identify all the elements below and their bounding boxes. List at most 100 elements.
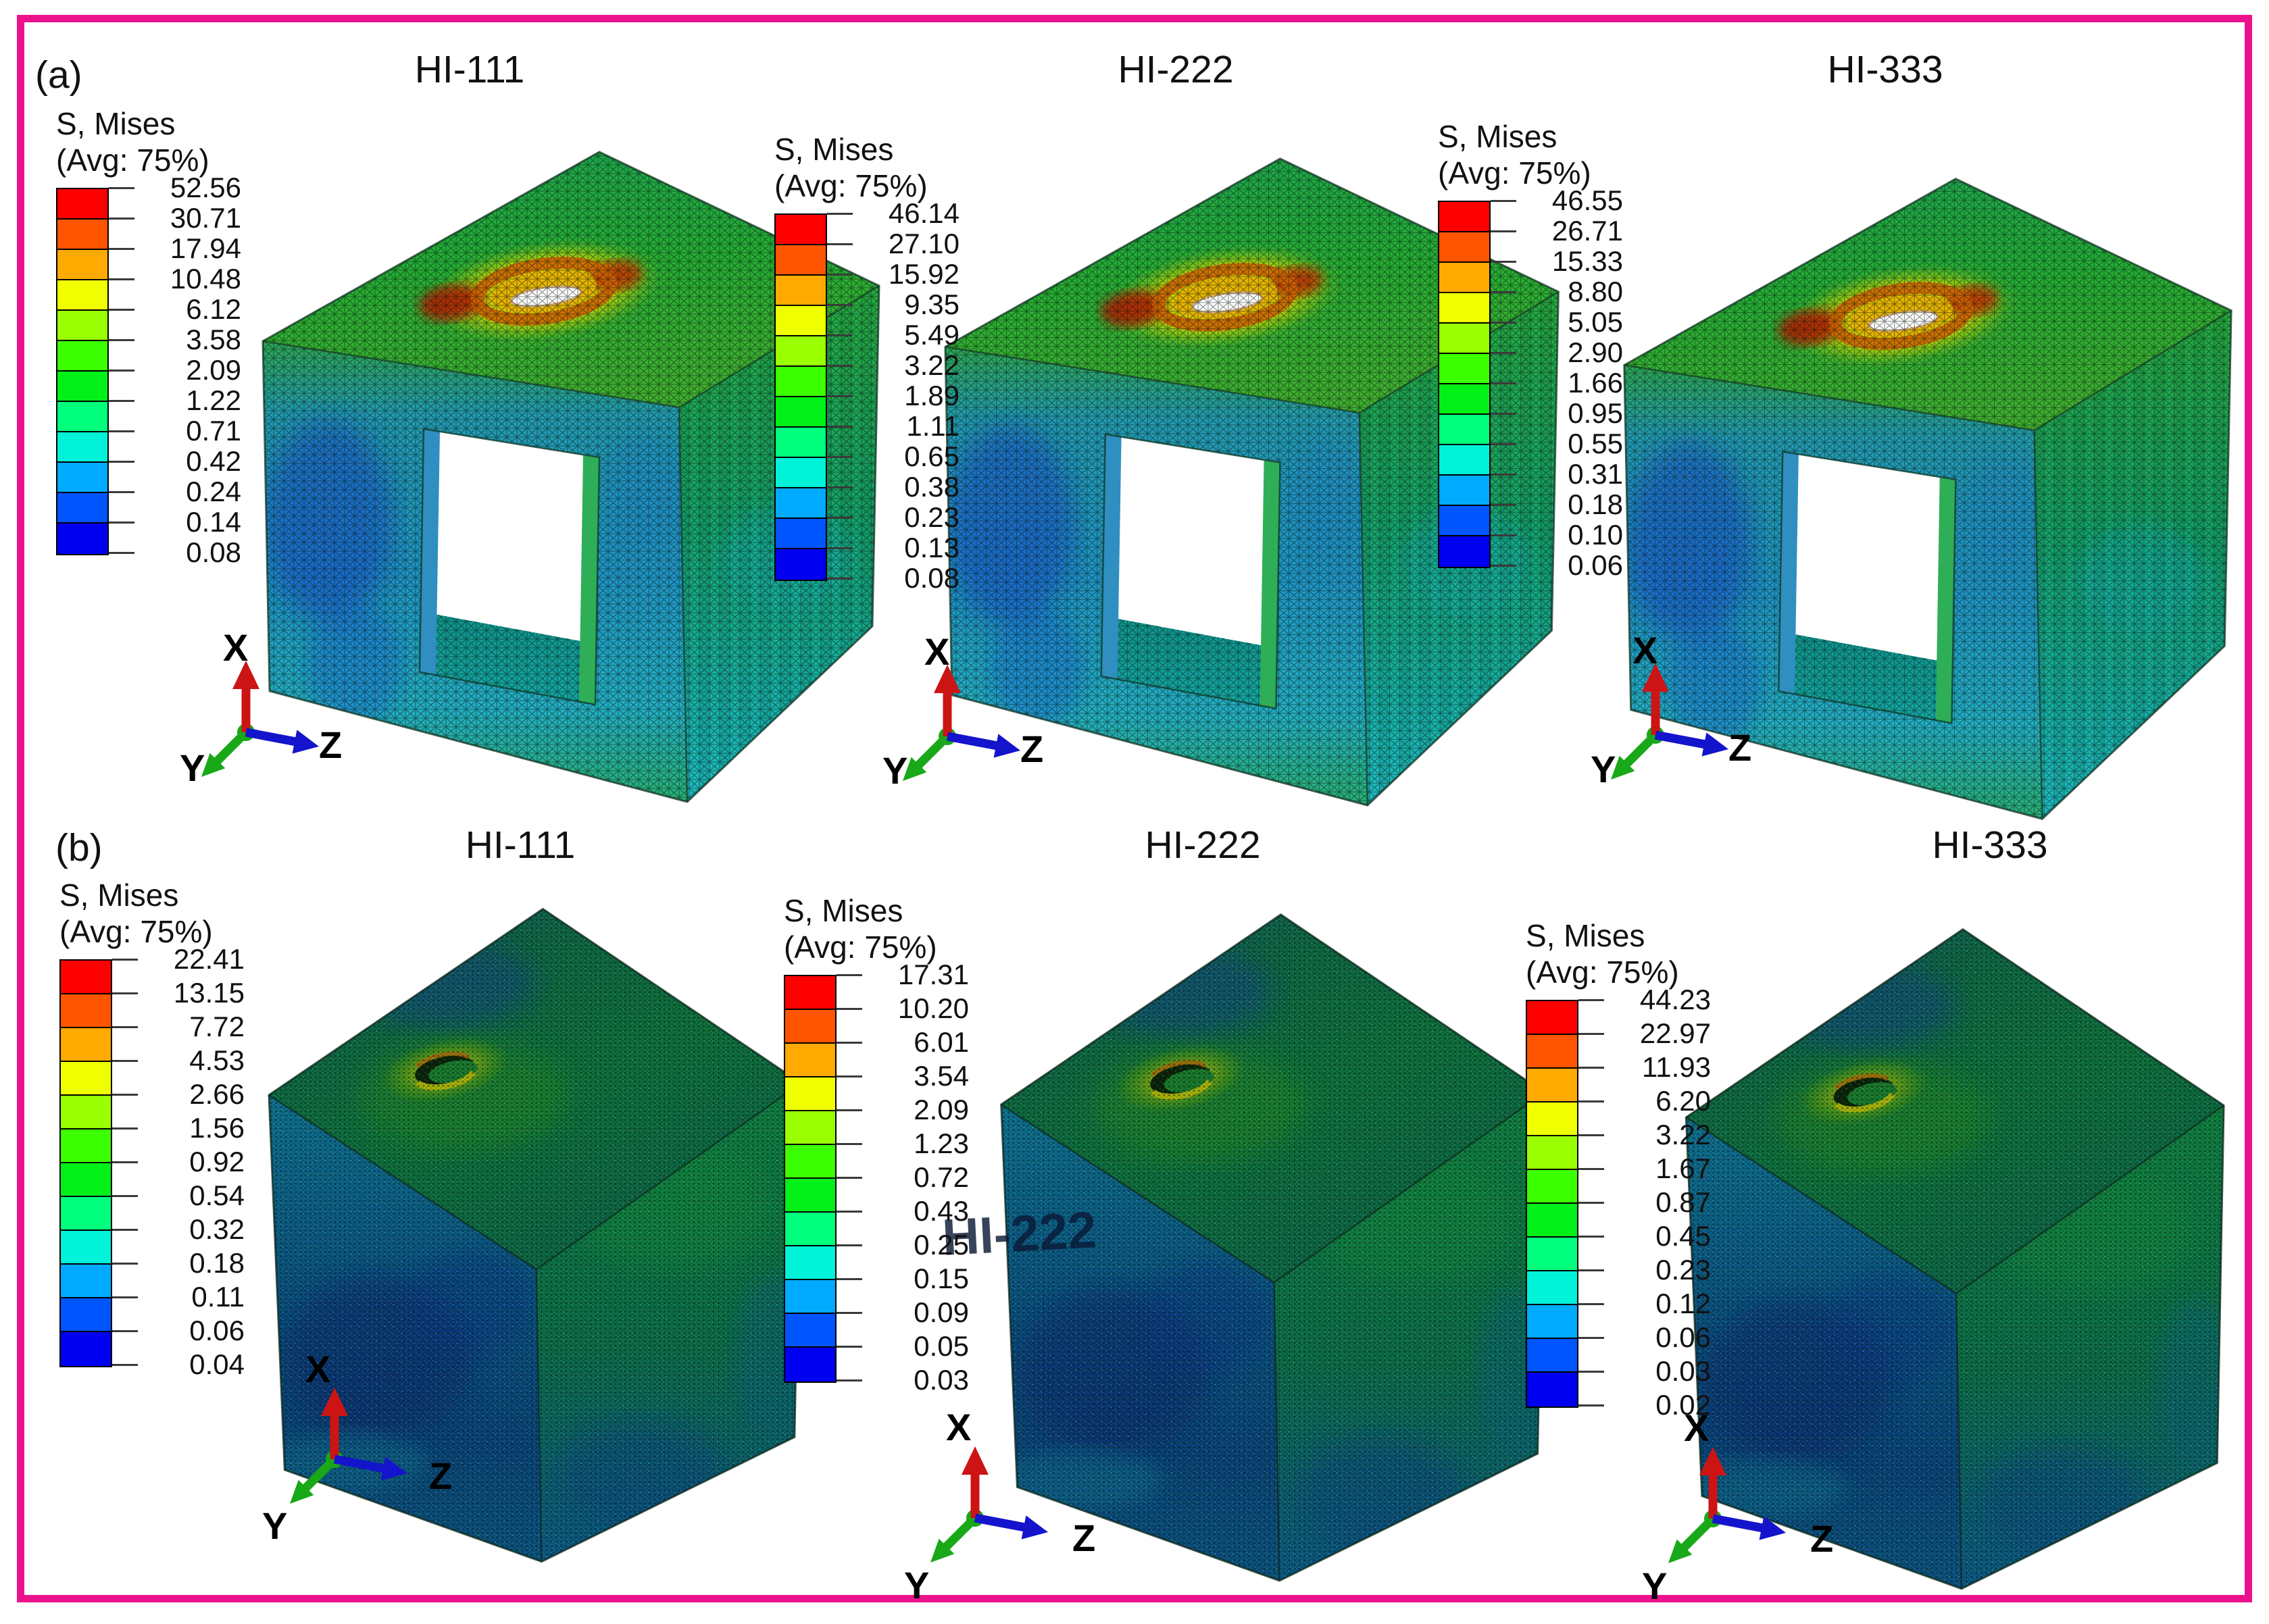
legend-value-row: 1.22 bbox=[109, 386, 241, 415]
panel-b-label: (b) bbox=[55, 826, 103, 869]
model-title-b3: HI-333 bbox=[1932, 823, 2048, 867]
legend-value-row: 52.56 bbox=[109, 174, 241, 202]
legend-tick bbox=[827, 486, 853, 488]
legend-value-row: 0.14 bbox=[109, 508, 241, 536]
colorbar-band bbox=[61, 1062, 111, 1096]
legend-value-row: 0.24 bbox=[109, 478, 241, 506]
legend-field-label: S, Mises (Avg: 75%) bbox=[1438, 119, 1591, 191]
axis-triad-a1: X Z Y bbox=[180, 626, 342, 789]
colorbar-band bbox=[57, 493, 107, 524]
colorbar-band bbox=[1439, 354, 1489, 384]
legend-value-row: 0.15 bbox=[837, 1265, 969, 1293]
legend-value-row: 26.71 bbox=[1491, 217, 1623, 245]
legend-value: 0.45 bbox=[1655, 1220, 1711, 1252]
stress-contour-model-a3 bbox=[1624, 179, 2231, 819]
legend-colorbar bbox=[59, 959, 112, 1367]
colorbar-band bbox=[1439, 445, 1489, 476]
legend-value: 1.66 bbox=[1568, 367, 1623, 399]
legend-value-row: 22.97 bbox=[1578, 1019, 1711, 1048]
legend-value: 17.31 bbox=[897, 959, 969, 990]
legend-value: 6.20 bbox=[1655, 1085, 1711, 1117]
legend-value-row: 0.54 bbox=[112, 1182, 245, 1210]
legend-value-row: 0.72 bbox=[837, 1163, 969, 1192]
colorbar-band bbox=[57, 432, 107, 463]
colorbar-band bbox=[785, 1145, 835, 1179]
colorbar-band bbox=[776, 276, 826, 306]
legend-value-row: 1.89 bbox=[827, 382, 959, 410]
panel-a-label: (a) bbox=[35, 53, 82, 97]
legend-value: 0.11 bbox=[191, 1281, 245, 1313]
legend-value-row: 4.53 bbox=[112, 1046, 245, 1075]
legend-value-row: 6.01 bbox=[837, 1028, 969, 1057]
legend-value: 11.93 bbox=[1642, 1051, 1711, 1083]
legend-tick bbox=[109, 490, 134, 493]
legend-value-row: 0.71 bbox=[109, 417, 241, 445]
colorbar-band bbox=[1527, 1339, 1577, 1373]
legend-value-row: 0.95 bbox=[1491, 399, 1623, 428]
legend-value: 0.03 bbox=[1655, 1355, 1711, 1387]
legend-value: 0.55 bbox=[1568, 428, 1623, 459]
legend-value-row: 3.54 bbox=[837, 1062, 969, 1090]
legend-value: 26.71 bbox=[1551, 215, 1623, 247]
legend-value: 1.56 bbox=[189, 1112, 245, 1144]
legend-value-row: 0.12 bbox=[1578, 1290, 1711, 1318]
legend-value: 2.09 bbox=[914, 1094, 969, 1125]
legend-value: 52.56 bbox=[170, 172, 241, 203]
legend-value: 5.49 bbox=[904, 319, 959, 351]
legend-value-row: 17.31 bbox=[837, 961, 969, 989]
axis-z-label: Z bbox=[429, 1454, 452, 1497]
legend-field-label: S, Mises (Avg: 75%) bbox=[59, 878, 213, 949]
colorbar-band bbox=[776, 458, 826, 488]
legend-value: 6.12 bbox=[186, 293, 241, 325]
colorbar-band bbox=[785, 1348, 835, 1381]
colorbar-band bbox=[57, 311, 107, 341]
legend-value-row: 0.42 bbox=[109, 447, 241, 476]
legend-tick bbox=[109, 278, 134, 280]
legend-tick bbox=[1578, 1404, 1604, 1406]
colorbar-band bbox=[1527, 1373, 1577, 1406]
legend-value: 0.06 bbox=[1568, 549, 1623, 581]
legend-value: 3.54 bbox=[914, 1060, 969, 1092]
colorbar-band bbox=[776, 428, 826, 458]
legend-value: 46.14 bbox=[888, 197, 959, 229]
legend-colorbar bbox=[1438, 201, 1491, 568]
axis-y-label: Y bbox=[1591, 748, 1616, 790]
axis-z-label: Z bbox=[1728, 726, 1751, 769]
colorbar-band bbox=[1527, 1069, 1577, 1102]
colorbar-band bbox=[57, 463, 107, 493]
model-title-b1: HI-111 bbox=[465, 823, 576, 867]
colorbar-band bbox=[57, 220, 107, 250]
colorbar-band bbox=[61, 1298, 111, 1332]
legend-b2: S, Mises (Avg: 75%) 17.31 10.20 6.01 3.54 2.0… bbox=[784, 892, 1014, 1394]
legend-tick bbox=[112, 1025, 138, 1028]
legend-value: 0.87 bbox=[1655, 1186, 1711, 1218]
axis-z-label: Z bbox=[319, 724, 342, 766]
legend-value-row: 0.11 bbox=[112, 1283, 245, 1311]
legend-value-row: 1.67 bbox=[1578, 1154, 1711, 1183]
colorbar-band bbox=[785, 1213, 835, 1246]
legend-tick bbox=[109, 521, 134, 524]
legend-tick bbox=[837, 1311, 862, 1314]
model-watermark-b2: HI-222 bbox=[941, 1201, 1097, 1267]
legend-value: 2.09 bbox=[186, 354, 241, 386]
axis-y-label: Y bbox=[882, 749, 907, 792]
legend-value-row: 3.22 bbox=[827, 351, 959, 380]
colorbar-band bbox=[57, 524, 107, 554]
legend-value: 10.20 bbox=[897, 992, 969, 1024]
legend-value: 3.22 bbox=[1655, 1119, 1711, 1150]
legend-value-row: 30.71 bbox=[109, 204, 241, 232]
legend-value: 1.23 bbox=[914, 1127, 969, 1159]
legend-tick bbox=[827, 455, 853, 458]
legend-b1: S, Mises (Avg: 75%) 22.41 13.15 7.72 4.53 2.6… bbox=[59, 877, 289, 1379]
colorbar-band bbox=[776, 519, 826, 549]
legend-value: 0.10 bbox=[1568, 519, 1623, 551]
legend-tick bbox=[827, 516, 853, 519]
colorbar-band bbox=[776, 367, 826, 397]
legend-value-row: 10.48 bbox=[109, 265, 241, 293]
legend-value: 1.67 bbox=[1655, 1152, 1711, 1184]
colorbar-band bbox=[61, 961, 111, 994]
legend-value: 0.25 bbox=[914, 1229, 969, 1261]
legend-value: 9.35 bbox=[904, 288, 959, 320]
legend-tick bbox=[827, 243, 853, 245]
legend-b3: S, Mises (Avg: 75%) 44.23 22.97 11.93 6.20 3.… bbox=[1526, 917, 1755, 1419]
